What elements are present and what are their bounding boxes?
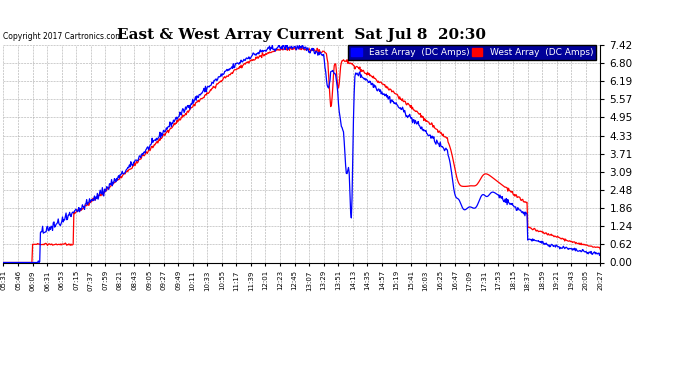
Title: East & West Array Current  Sat Jul 8  20:30: East & West Array Current Sat Jul 8 20:3… [117,28,486,42]
Text: Copyright 2017 Cartronics.com: Copyright 2017 Cartronics.com [3,32,123,40]
Legend: East Array  (DC Amps), West Array  (DC Amps): East Array (DC Amps), West Array (DC Amp… [348,45,595,60]
